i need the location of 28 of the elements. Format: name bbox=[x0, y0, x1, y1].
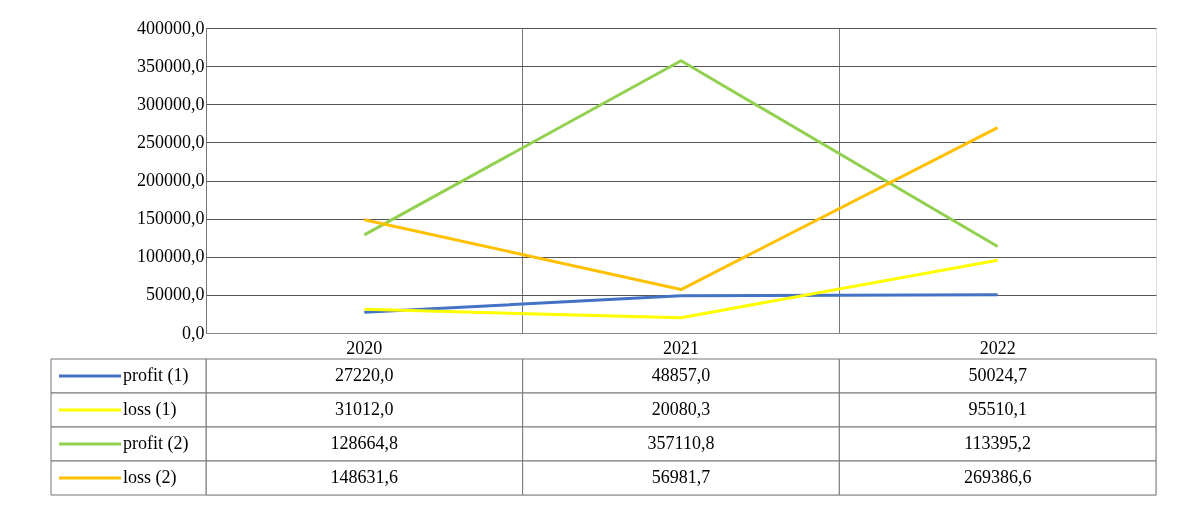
legend-label: loss (2) bbox=[123, 467, 177, 488]
y-tick-label: 350000,0 bbox=[137, 55, 205, 76]
y-tick-label: 200000,0 bbox=[137, 170, 205, 190]
y-tick-label: 250000,0 bbox=[137, 131, 205, 152]
y-tick-label: 400000,0 bbox=[137, 17, 205, 38]
data-label: 269386,6 bbox=[963, 467, 1032, 487]
y-tick-label: 100000,0 bbox=[137, 246, 205, 267]
data-label: 148631,6 bbox=[330, 467, 399, 487]
x-tick-label: 2021 bbox=[663, 337, 699, 358]
data-label: 113395,2 bbox=[964, 433, 1032, 453]
y-tick-label: 50000,0 bbox=[146, 284, 205, 305]
data-label: 357110,8 bbox=[647, 433, 715, 453]
data-label: 48857,0 bbox=[651, 365, 711, 385]
y-tick-label: 300000,0 bbox=[137, 93, 205, 114]
data-label: 50024,7 bbox=[968, 365, 1027, 385]
data-label: 27220,0 bbox=[335, 365, 394, 385]
legend-label: profit (2) bbox=[123, 433, 189, 454]
data-label: 95510,1 bbox=[968, 399, 1027, 419]
x-tick-label: 2022 bbox=[979, 337, 1016, 358]
legend-label: loss (1) bbox=[123, 399, 177, 420]
data-label: 128664,8 bbox=[330, 433, 399, 453]
legend-label: profit (1) bbox=[123, 365, 189, 386]
y-tick-label: 0,0 bbox=[182, 322, 205, 343]
data-label: 56981,7 bbox=[651, 467, 711, 487]
data-label: 31012,0 bbox=[335, 399, 394, 419]
data-label: 20080,3 bbox=[651, 399, 711, 419]
x-tick-label: 2020 bbox=[346, 337, 383, 358]
y-tick-label: 150000,0 bbox=[137, 208, 205, 229]
